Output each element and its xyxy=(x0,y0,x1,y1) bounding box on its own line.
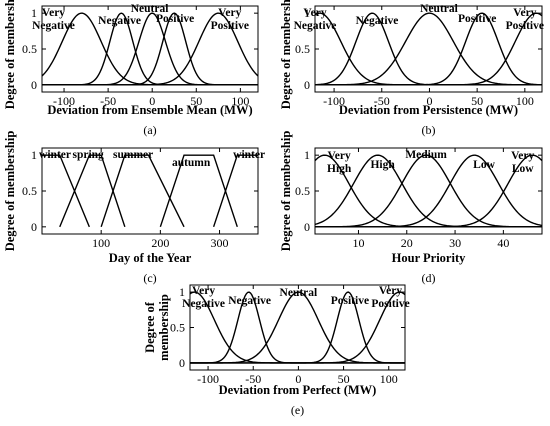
x-axis-label: Deviation from Persistence (MW) xyxy=(339,103,518,117)
membership-curve-spring xyxy=(59,154,126,228)
y-axis-label: Degree ofmembership xyxy=(143,294,171,361)
y-tick-label: 0 xyxy=(179,356,185,370)
series-label: spring xyxy=(72,149,104,161)
panel-caption: (e) xyxy=(291,403,304,417)
x-tick-label: -100 xyxy=(53,94,75,108)
membership-curve-summer xyxy=(100,154,185,228)
series-label: Very Positive xyxy=(506,7,544,32)
series-label: Very Negative xyxy=(182,285,225,310)
x-tick-label: -50 xyxy=(100,94,116,108)
x-tick-label: 40 xyxy=(497,236,509,250)
panel-d: 10 20 30 40 0 0.5 1 Very High High Medium Low Very Lo… xyxy=(279,131,543,285)
series-label: Positive xyxy=(331,295,369,307)
series-label: Very Low xyxy=(511,150,534,175)
series-label: Positive xyxy=(458,13,496,25)
series-label: Very Negative xyxy=(32,7,75,32)
series-label: Very Positive xyxy=(371,285,409,310)
y-axis-label: Degree of membership xyxy=(3,131,17,252)
x-tick-label: 30 xyxy=(449,236,461,250)
x-axis-label: Day of the Year xyxy=(109,251,192,265)
panel-caption: (a) xyxy=(143,123,156,137)
y-tick-label: 1 xyxy=(304,6,310,20)
y-tick-label: 0.5 xyxy=(295,184,310,198)
x-axis-label: Hour Priority xyxy=(392,251,466,265)
y-axis-label: Degree of membership xyxy=(3,0,17,109)
y-tick-label: 0 xyxy=(304,78,310,92)
x-tick-label: 10 xyxy=(352,236,364,250)
membership-curve-very-positive xyxy=(190,291,405,364)
series-label: Positive xyxy=(156,13,194,25)
series-label: Negative xyxy=(98,15,141,27)
y-tick-label: 1 xyxy=(31,6,37,20)
series-label: Low xyxy=(473,159,495,171)
series-label: Neutral xyxy=(420,3,458,15)
membership-curve-winter xyxy=(42,154,90,228)
series-label: Medium xyxy=(405,149,447,161)
x-axis-label: Deviation from Ensemble Mean (MW) xyxy=(47,103,252,117)
x-tick-label: 100 xyxy=(516,94,534,108)
y-tick-label: 0.5 xyxy=(295,42,310,56)
x-tick-label: 200 xyxy=(151,236,169,250)
series-label: Negative xyxy=(356,15,399,27)
y-tick-label: 1 xyxy=(179,285,185,299)
membership-curve-winter xyxy=(212,154,258,228)
series-label: autumn xyxy=(172,157,211,169)
x-tick-label: -100 xyxy=(323,94,345,108)
series-label: Very Negative xyxy=(294,7,337,32)
x-tick-label: 0 xyxy=(295,372,301,386)
y-tick-label: 0.5 xyxy=(22,42,37,56)
y-tick-label: 0 xyxy=(31,78,37,92)
x-tick-label: 20 xyxy=(401,236,413,250)
y-tick-label: 0.5 xyxy=(22,184,37,198)
series-label: Negative xyxy=(228,295,271,307)
x-tick-label: 0 xyxy=(426,94,432,108)
series-label: winter xyxy=(233,149,265,161)
plot-frame xyxy=(314,5,543,93)
series-label: summer xyxy=(113,149,153,161)
panel-caption: (d) xyxy=(422,271,436,285)
x-tick-label: 50 xyxy=(190,94,202,108)
series-label: Neutral xyxy=(280,287,318,299)
series-label: High xyxy=(370,159,395,171)
membership-curve-very-positive xyxy=(315,12,542,86)
y-tick-label: 1 xyxy=(31,148,37,162)
y-tick-label: 1 xyxy=(304,148,310,162)
x-tick-label: -100 xyxy=(197,372,219,386)
panel-caption: (c) xyxy=(143,271,156,285)
x-tick-label: 50 xyxy=(471,94,483,108)
x-tick-label: 300 xyxy=(211,236,229,250)
series-label: Neutral xyxy=(131,3,169,15)
y-tick-label: 0.5 xyxy=(170,321,185,335)
series-label: Very Positive xyxy=(211,7,249,32)
x-tick-label: 0 xyxy=(149,94,155,108)
y-axis-label: Degree of membership xyxy=(279,0,293,109)
series-label: Very High xyxy=(327,150,352,175)
panel-caption: (b) xyxy=(422,123,436,137)
y-tick-label: 0 xyxy=(304,220,310,234)
x-tick-label: -50 xyxy=(374,94,390,108)
x-tick-label: 50 xyxy=(338,372,350,386)
y-axis-label: Degree of membership xyxy=(279,131,293,252)
x-tick-label: 100 xyxy=(231,94,249,108)
x-tick-label: 100 xyxy=(92,236,110,250)
membership-curve-very-low xyxy=(315,154,542,228)
panel-a: -100 -50 0 50 100 0 0.5 1 Very Negative NegativeNe… xyxy=(3,0,259,137)
series-label: winter xyxy=(39,149,71,161)
panel-e: -100 -50 0 50 100 0 0.5 1 Very Negative Negative Ne… xyxy=(143,284,410,417)
membership-curve-medium xyxy=(315,154,542,228)
x-tick-label: 100 xyxy=(380,372,398,386)
x-axis-label: Deviation from Perfect (MW) xyxy=(219,383,377,397)
membership-curve-very-positive xyxy=(42,12,258,86)
y-tick-label: 0 xyxy=(31,220,37,234)
x-tick-label: -50 xyxy=(245,372,261,386)
